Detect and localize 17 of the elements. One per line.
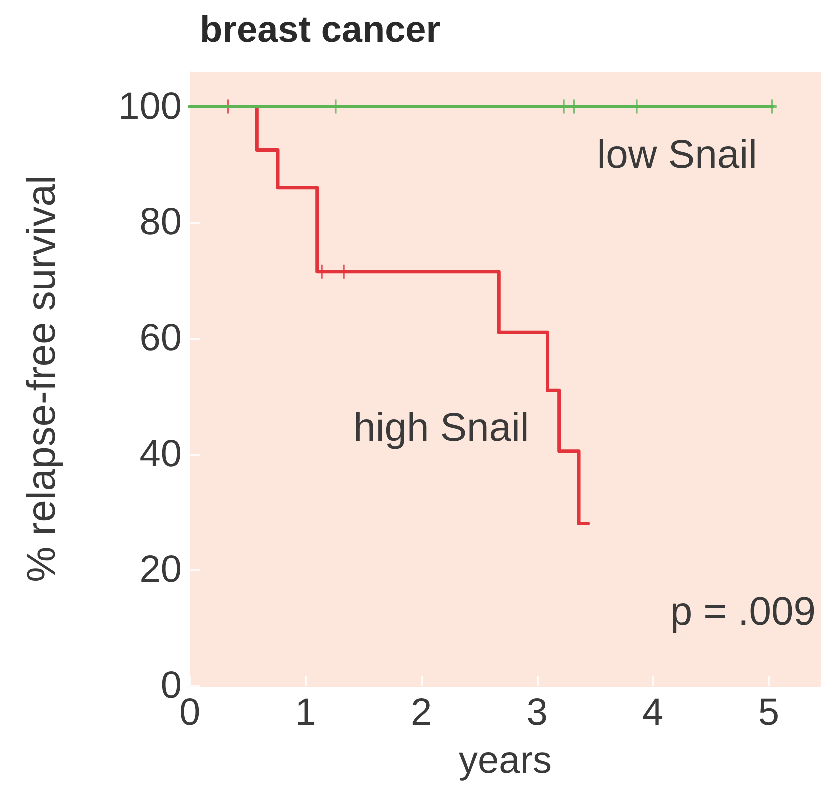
x-axis-title: years [459, 740, 552, 782]
x-tick-label: 5 [758, 692, 780, 734]
series-label: high Snail [354, 406, 530, 450]
series-label: low Snail [597, 132, 758, 177]
x-tick-label: 2 [410, 692, 432, 734]
y-tick-label: 80 [140, 202, 182, 244]
x-tick-label: 4 [642, 692, 664, 734]
y-tick-label: 100 [118, 86, 182, 128]
y-tick-label: 40 [140, 433, 182, 476]
y-axis-title: % relapse-free survival [20, 176, 64, 582]
y-tick-label: 20 [140, 549, 182, 592]
y-tick-label: 0 [160, 665, 182, 707]
x-tick-label: 3 [526, 692, 548, 734]
x-tick-label: 1 [295, 692, 316, 734]
y-tick-label: 60 [140, 317, 182, 360]
annotation: p = .009 [670, 590, 816, 634]
chart-title: breast cancer [200, 9, 441, 50]
